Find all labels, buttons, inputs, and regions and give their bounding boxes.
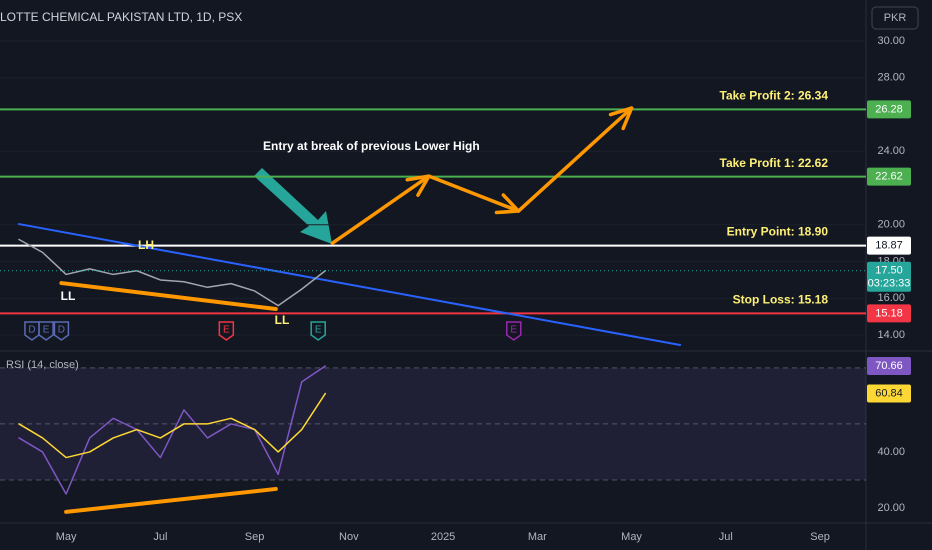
y-tick-label: 20.00 — [877, 219, 905, 231]
rsi-tick-label: 40.00 — [877, 446, 905, 458]
currency: PKR — [884, 12, 907, 24]
currency-box[interactable] — [871, 6, 919, 30]
level-price-box — [867, 236, 911, 255]
last-price-box — [867, 261, 911, 292]
y-tick-label: 30.00 — [877, 35, 905, 47]
annotation: Entry at break of previous Lower High — [263, 139, 480, 153]
x-tick-label: Mar — [528, 531, 547, 543]
countdown: 03:23:33 — [868, 278, 911, 290]
price-line — [18, 238, 327, 307]
event-label: E — [510, 325, 517, 336]
y-tick-label: 28.00 — [877, 72, 905, 84]
event-marker[interactable] — [38, 321, 54, 341]
x-tick-label: Jul — [153, 531, 167, 543]
chart-title: LOTTE CHEMICAL PAKISTAN LTD, 1D, PSX — [0, 10, 242, 24]
event-marker[interactable] — [53, 321, 70, 341]
trendline — [18, 223, 682, 346]
level-price-box — [867, 304, 911, 323]
event-label: E — [223, 325, 230, 336]
x-tick-label: Sep — [245, 531, 265, 543]
y-tick-label: 16.00 — [877, 292, 905, 304]
rsi-line — [18, 392, 327, 459]
arrow-head — [405, 174, 431, 197]
level-price-box — [867, 100, 911, 119]
event-marker[interactable] — [506, 321, 522, 341]
level-price-label: 26.28 — [875, 103, 903, 115]
level-price-box — [867, 167, 911, 186]
annotation: LL — [61, 289, 76, 303]
last-price-label: 17.50 — [875, 265, 903, 277]
y-tick-label: 24.00 — [877, 145, 905, 157]
event-label: E — [315, 325, 322, 336]
level-text: Stop Loss: 15.18 — [733, 293, 829, 307]
support-line — [59, 281, 278, 311]
rsi-value-box — [867, 384, 911, 403]
event-label: D — [28, 325, 35, 336]
level-text: Take Profit 2: 26.34 — [720, 89, 829, 103]
level-price-label: 15.18 — [875, 307, 903, 319]
rsi-value-box — [867, 357, 911, 376]
level-text: Entry Point: 18.90 — [727, 225, 829, 239]
arrow-head — [608, 106, 634, 131]
arrow-head — [494, 193, 521, 215]
y-tick-label: 14.00 — [877, 329, 905, 341]
event-label: E — [43, 325, 50, 336]
rsi-title: RSI (14, close) — [6, 359, 79, 371]
annotation: LH — [138, 238, 154, 252]
x-tick-label: May — [56, 531, 77, 543]
rsi-value-label: 70.66 — [875, 360, 903, 372]
x-tick-label: Jul — [719, 531, 733, 543]
rsi-support-line — [64, 486, 278, 514]
event-marker[interactable] — [218, 321, 235, 341]
event-label: D — [58, 325, 65, 336]
x-tick-label: Sep — [810, 531, 830, 543]
annotation: LL — [275, 313, 290, 327]
rsi-line — [18, 365, 327, 495]
level-text: Take Profit 1: 22.62 — [720, 156, 829, 170]
event-marker[interactable] — [310, 321, 326, 341]
level-price-label: 22.62 — [875, 171, 903, 183]
x-tick-label: Nov — [339, 531, 359, 543]
trade-path — [330, 106, 634, 245]
event-marker[interactable] — [24, 321, 40, 341]
rsi-value-label: 60.84 — [875, 387, 903, 399]
level-price-label: 18.87 — [875, 239, 903, 251]
x-tick-label: May — [621, 531, 642, 543]
x-tick-label: 2025 — [431, 531, 455, 543]
rsi-tick-label: 20.00 — [877, 502, 905, 514]
